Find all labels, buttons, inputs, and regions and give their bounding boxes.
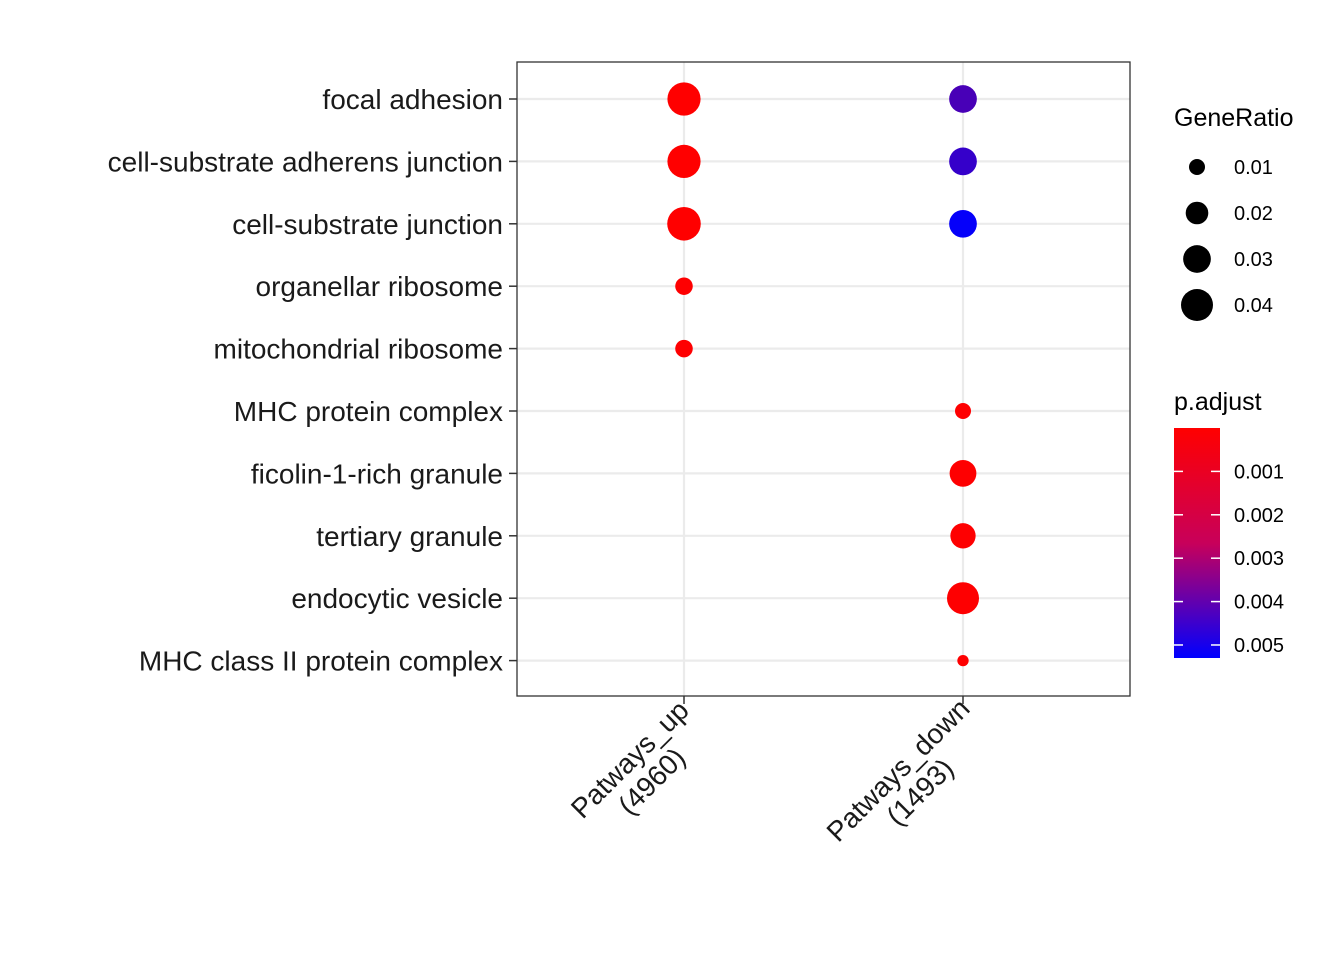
data-point [957, 654, 969, 667]
x-axis: Patways_up(4960) Patways_down(1493) [565, 693, 998, 870]
color-legend-title: p.adjust [1174, 388, 1262, 416]
y-tick-label: endocytic vesicle [291, 583, 503, 614]
x-tick-label: Patways_down(1493) [821, 693, 998, 870]
y-tick-label: mitochondrial ribosome [214, 334, 503, 365]
grid-lines [517, 62, 1130, 696]
plot-panel-border [516, 61, 1131, 697]
y-tick-label: focal adhesion [322, 84, 503, 115]
color-legend-label: 0.001 [1234, 461, 1284, 483]
y-tick-label: cell-substrate junction [232, 209, 503, 240]
data-point [949, 85, 977, 113]
size-legend-label: 0.03 [1234, 249, 1273, 271]
data-points [667, 82, 979, 667]
size-legend-key [1185, 201, 1209, 225]
data-point [675, 277, 693, 295]
x-tick-label: Patways_up(4960) [565, 694, 717, 846]
color-legend-bar [1174, 428, 1220, 658]
data-point [955, 403, 971, 419]
size-legend: GeneRatio 0.01 0.02 0.03 0.04 [1174, 104, 1294, 321]
size-legend-key [1189, 159, 1205, 175]
y-axis: focal adhesion cell-substrate adherens ju… [108, 84, 517, 677]
y-tick-label: tertiary granule [316, 521, 503, 552]
color-legend: p.adjust 0.001 0.002 0.003 0.004 0.005 [1174, 388, 1284, 658]
size-legend-label: 0.01 [1234, 157, 1273, 179]
color-legend-label: 0.002 [1234, 505, 1284, 527]
color-legend-label: 0.005 [1234, 635, 1284, 657]
color-legend-label: 0.004 [1234, 592, 1284, 614]
data-point [675, 339, 693, 358]
x-tick-label-text: Patways_down(1493) [821, 693, 998, 870]
color-legend-label: 0.003 [1234, 548, 1284, 570]
size-legend-label: 0.04 [1234, 295, 1273, 317]
data-point [949, 209, 977, 238]
size-legend-label: 0.02 [1234, 203, 1273, 225]
data-point [667, 207, 701, 241]
data-point [949, 460, 977, 487]
data-point [947, 582, 979, 615]
y-tick-label: cell-substrate adherens junction [108, 146, 503, 177]
data-point [667, 82, 701, 116]
size-legend-key [1181, 289, 1213, 321]
data-point [949, 147, 977, 176]
y-tick-label: ficolin-1-rich granule [251, 458, 503, 489]
data-point [950, 523, 976, 549]
y-tick-label: organellar ribosome [256, 271, 503, 302]
size-legend-title: GeneRatio [1174, 104, 1294, 132]
data-point [667, 144, 701, 178]
x-tick-label-text: Patways_up(4960) [565, 694, 717, 846]
y-tick-label: MHC protein complex [234, 396, 503, 427]
y-tick-label: MHC class II protein complex [139, 646, 503, 677]
size-legend-key [1183, 245, 1211, 273]
